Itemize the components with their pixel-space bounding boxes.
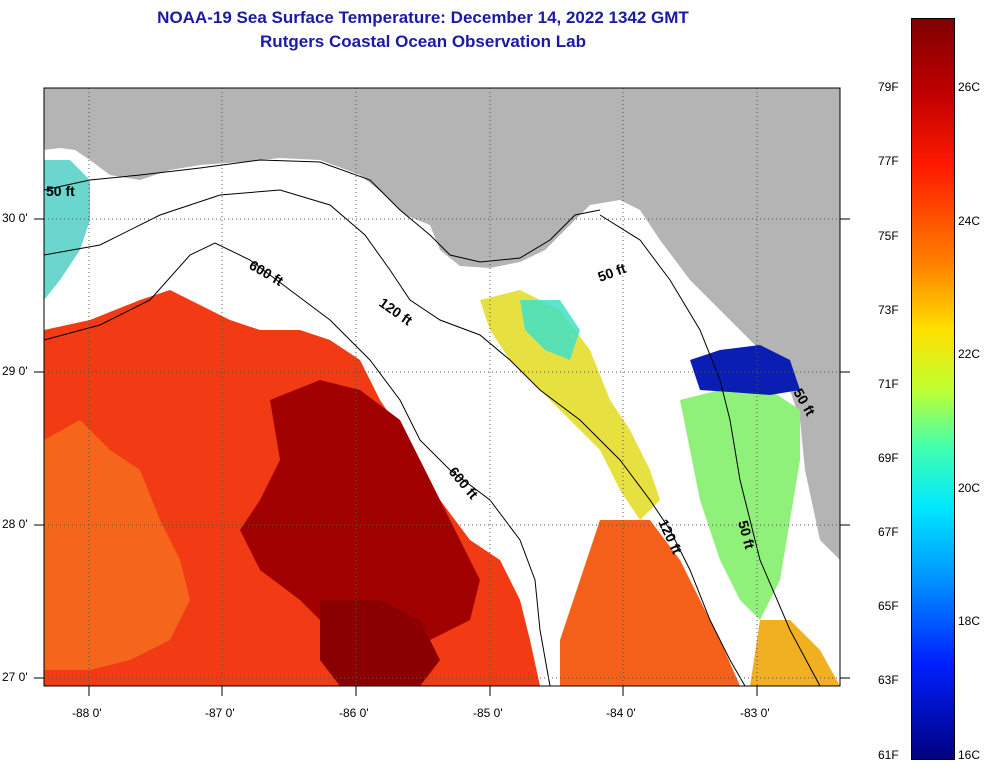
y-tick-label: 29 0' [2, 364, 28, 378]
colorbar-label-f: 79F [878, 80, 899, 94]
contour-label: 50 ft [735, 519, 758, 551]
sst-warm-se [560, 520, 740, 686]
graticule [44, 88, 840, 686]
x-tick-label: -85 0' [473, 706, 503, 720]
contour-label: 50 ft [46, 183, 75, 199]
colorbar-label-c: 24C [958, 214, 981, 228]
contour-120ft [43, 189, 746, 687]
colorbar-label-f: 73F [878, 303, 899, 317]
colorbar-label-f: 67F [878, 525, 899, 539]
map-border [43, 87, 841, 687]
sst-cyan-band [520, 300, 580, 360]
colorbar-label-c: 18C [958, 614, 981, 628]
y-tick-label: 30 0' [2, 211, 28, 225]
map-title: NOAA-19 Sea Surface Temperature: Decembe… [157, 8, 689, 27]
colorbar-label-c: 16C [958, 748, 981, 762]
map-subtitle: Rutgers Coastal Ocean Observation Lab [260, 32, 586, 51]
sst-warm-west-b [44, 420, 190, 670]
contour-50ft [43, 159, 601, 263]
axis-ticks [34, 218, 850, 696]
contour-50ft-east [599, 214, 821, 687]
colorbar-label-c: 26C [958, 80, 981, 94]
sst-yellow-band [480, 290, 660, 520]
sst-green-band [680, 390, 800, 620]
sst-cool-nw [44, 160, 90, 300]
x-tick-label: -88 0' [72, 706, 102, 720]
y-tick-label: 28 0' [2, 517, 28, 531]
contour-600ft [43, 242, 551, 687]
colorbar-label-c: 20C [958, 481, 981, 495]
sst-warm-se-coast [750, 620, 840, 686]
colorbar-label-c: 22C [958, 347, 981, 361]
colorbar-label-f: 65F [878, 599, 899, 613]
land-panhandle [44, 88, 840, 560]
colorbar-label-f: 63F [878, 673, 899, 687]
sst-blue-nearshore [690, 345, 800, 395]
colorbar [911, 18, 955, 760]
colorbar-label-f: 69F [878, 451, 899, 465]
x-tick-label: -84 0' [606, 706, 636, 720]
colorbar-label-f: 71F [878, 377, 899, 391]
y-tick-label: 27 0' [2, 670, 28, 684]
sst-hot-core-b [320, 600, 440, 686]
x-tick-label: -83 0' [740, 706, 770, 720]
colorbar-label-f: 77F [878, 154, 899, 168]
colorbar-label-f: 75F [878, 229, 899, 243]
sst-hot-core [240, 380, 480, 640]
colorbar-label-f: 61F [878, 748, 899, 762]
x-tick-label: -86 0' [339, 706, 369, 720]
x-tick-label: -87 0' [205, 706, 235, 720]
